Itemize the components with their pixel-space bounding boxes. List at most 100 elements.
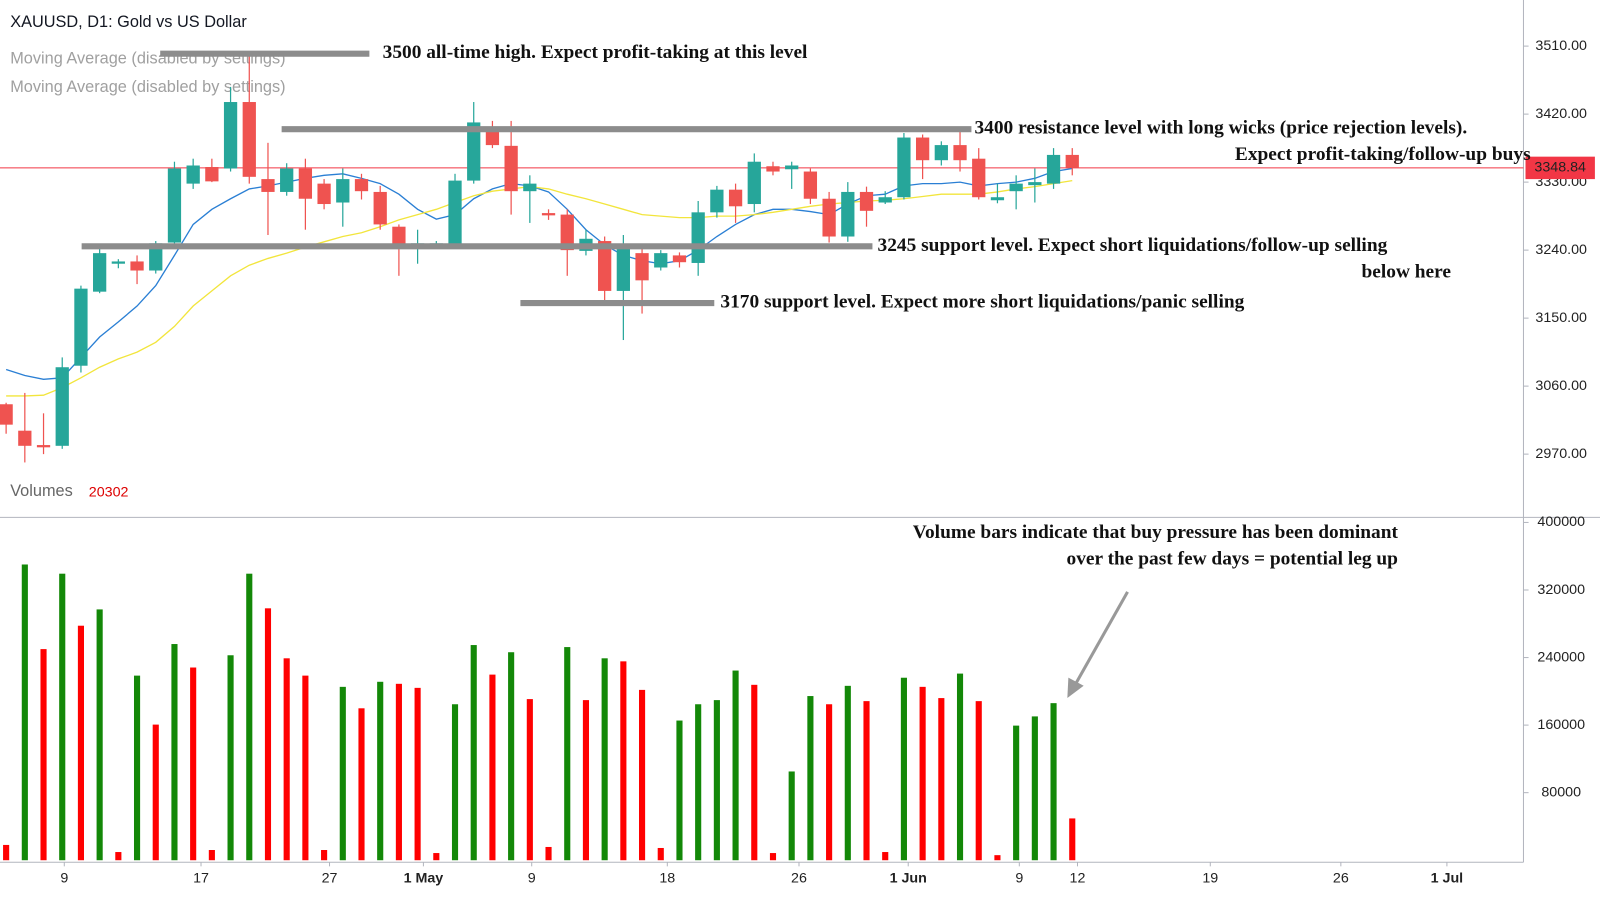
candle-body <box>747 161 761 205</box>
candle-body <box>766 166 780 172</box>
chart-title: XAUUSD, D1: Gold vs US Dollar <box>10 13 247 31</box>
candle-body <box>93 253 107 292</box>
candle-body <box>111 261 125 264</box>
volume-bar <box>1031 716 1038 861</box>
volume-bar <box>807 696 814 861</box>
candle-body <box>560 214 574 251</box>
volume-bar <box>732 670 739 861</box>
volume-bar <box>695 704 702 861</box>
candle-body <box>672 255 687 263</box>
volume-bar <box>639 689 646 861</box>
y-tick-label: 320000 <box>1537 582 1585 598</box>
candle-body <box>298 168 313 199</box>
x-tick-label: 1 May <box>404 870 444 886</box>
volume-bar <box>526 699 533 861</box>
indicator-label: Moving Average (disabled by settings) <box>10 78 285 96</box>
volume-bar <box>40 649 47 861</box>
candle-body <box>167 168 182 243</box>
candle-body <box>990 197 1005 201</box>
volume-bar <box>115 852 122 861</box>
volume-bar <box>59 573 66 861</box>
volume-bar <box>545 846 552 861</box>
x-tick-label: 27 <box>322 870 338 886</box>
volume-bar <box>264 608 272 861</box>
volume-bar <box>1013 725 1020 861</box>
volume-bar <box>713 700 720 861</box>
candle-body <box>242 102 256 177</box>
x-tick-label: 26 <box>1333 870 1349 886</box>
volume-bar <box>994 855 1001 861</box>
last-price-box <box>1525 156 1595 180</box>
x-tick-label: 9 <box>60 870 68 886</box>
moving-average <box>6 179 1073 397</box>
volume-bar <box>769 853 777 861</box>
volume-bar <box>3 844 10 861</box>
moving-average <box>5 167 1073 380</box>
candle-body <box>18 430 32 446</box>
candle-body <box>223 102 238 169</box>
volume-bar <box>900 677 907 861</box>
candle-body <box>803 171 818 199</box>
volume-bar <box>975 701 982 861</box>
volume-bar <box>1069 818 1076 861</box>
volume-current: 20302 <box>89 485 129 501</box>
x-tick-label: 9 <box>528 870 536 886</box>
volume-bar <box>133 675 141 861</box>
y-tick-label: 400000 <box>1537 514 1585 530</box>
volume-bar <box>470 645 477 861</box>
candle-body <box>859 191 874 211</box>
volume-bar <box>96 609 103 861</box>
last-price-label: 3348.84 <box>1534 160 1586 176</box>
candle-body <box>504 145 518 192</box>
volume-bar <box>246 573 253 861</box>
x-tick-label: 12 <box>1070 870 1086 886</box>
x-tick-label: 26 <box>791 870 807 886</box>
candle-body <box>635 253 649 281</box>
candle-body <box>280 168 294 192</box>
arrow <box>1072 591 1129 689</box>
x-tick-label: 17 <box>193 870 209 886</box>
volume-bar <box>751 684 758 861</box>
candle-body <box>74 288 88 366</box>
y-tick-label: 3420.00 <box>1535 106 1587 122</box>
volume-title: Volumes <box>10 482 73 500</box>
volume-bar <box>620 661 627 861</box>
y-tick-label: 3510.00 <box>1535 38 1587 54</box>
candle-body <box>130 261 144 271</box>
candle-body <box>541 213 556 216</box>
candle-body <box>392 226 406 245</box>
volume-bar <box>564 647 571 861</box>
candle-body <box>55 367 69 446</box>
volume-bar <box>283 658 290 861</box>
y-tick-label: 240000 <box>1537 649 1585 665</box>
candle-body <box>934 145 948 161</box>
candle-body <box>822 198 836 237</box>
volume-bar <box>863 701 870 861</box>
candle-body <box>710 189 724 213</box>
y-tick-label: 160000 <box>1537 717 1585 733</box>
annotation: Volume bars indicate that buy pressure h… <box>913 522 1399 543</box>
volume-bar <box>302 675 309 861</box>
annotation: below here <box>1362 261 1452 282</box>
volume-bar <box>938 698 945 861</box>
volume-bar <box>657 847 664 861</box>
y-tick-label: 3150.00 <box>1535 310 1587 326</box>
candle-body <box>654 253 668 268</box>
candle-body <box>972 158 986 198</box>
volume-bar <box>508 652 515 861</box>
candle-body <box>598 241 612 291</box>
volume-bar <box>208 850 215 861</box>
volume-bar <box>788 771 795 861</box>
volume-bar <box>21 564 28 861</box>
candle-body <box>616 247 630 291</box>
volume-bar <box>321 850 328 861</box>
volume-bar <box>489 674 496 861</box>
y-tick-label: 3240.00 <box>1535 242 1587 258</box>
annotation: 3400 resistance level with long wicks (p… <box>974 118 1467 139</box>
candle-body <box>205 167 219 182</box>
candle-body <box>785 165 799 170</box>
x-tick-label: 18 <box>659 870 675 886</box>
volume-bar <box>433 853 440 861</box>
